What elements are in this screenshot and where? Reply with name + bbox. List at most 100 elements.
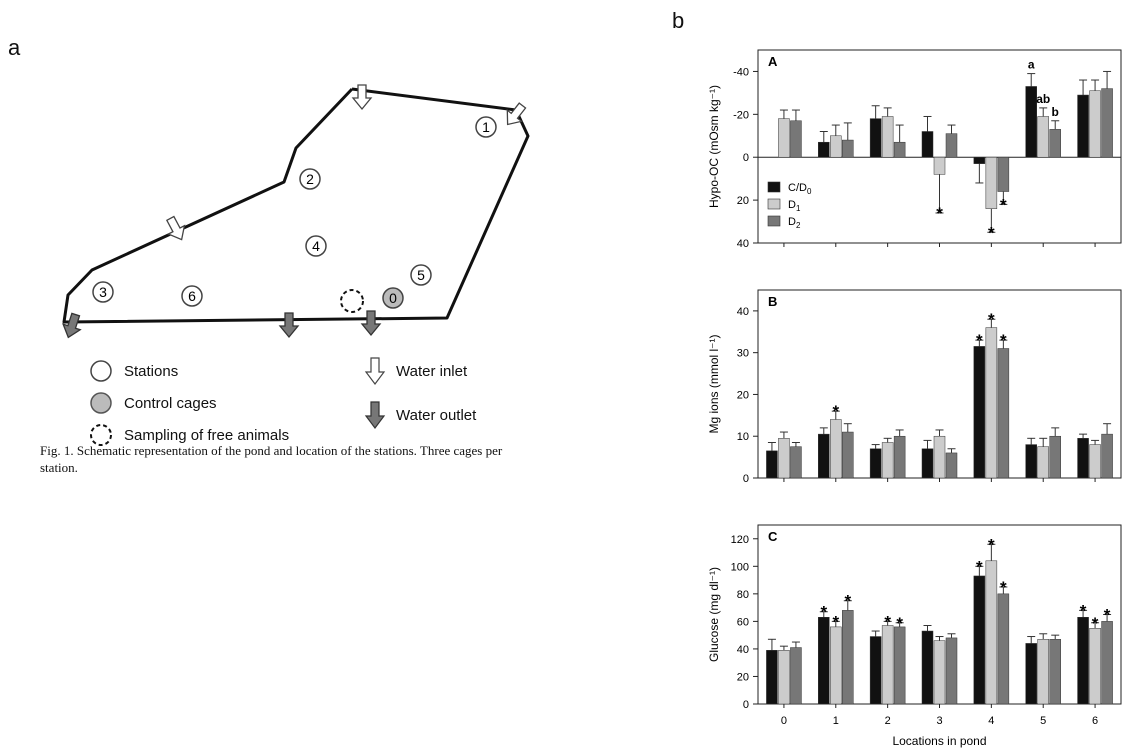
significance-label: * [936, 204, 943, 223]
bar [1077, 94, 1089, 158]
station-0: 0 [382, 287, 404, 309]
y-tick-label: 10 [737, 431, 749, 443]
bar [997, 156, 1010, 192]
significance-label: * [820, 603, 827, 622]
significance-label: * [844, 592, 851, 611]
x-tick-label: 6 [1092, 715, 1098, 727]
x-axis-label: Locations in pond [892, 734, 986, 748]
bar [1037, 116, 1049, 158]
y-tick-label: 20 [737, 671, 749, 683]
dashed-circle-icon [90, 424, 112, 446]
significance-label: * [1000, 578, 1007, 597]
significance-label: * [1080, 601, 1087, 620]
outlet-arrow-icon [364, 401, 386, 429]
bar [869, 636, 882, 705]
subplot-B: B 0 10 20 30 40 Mg ions (mmol l⁻¹) * * * * [707, 289, 1122, 485]
bar [869, 118, 882, 158]
significance-label: * [1104, 606, 1111, 625]
legend-outlet: Water outlet [364, 400, 476, 430]
water-inlet-arrow-icon [165, 215, 186, 241]
bar [818, 617, 830, 705]
bar [766, 650, 778, 705]
figure-caption: Fig. 1. Schematic representation of the … [40, 443, 503, 475]
pond-outline [62, 87, 530, 324]
y-tick-label: -20 [733, 109, 749, 121]
legend-stations-label: Stations [124, 362, 179, 380]
pond-schematic: 1 2 3 4 5 6 0 [62, 84, 530, 339]
station-6: 6 [181, 285, 203, 307]
bar [973, 346, 986, 479]
bar [921, 131, 934, 158]
station-1: 1 [475, 116, 497, 138]
bar [869, 448, 882, 479]
water-inlet-arrow-icon [351, 84, 373, 111]
bar [818, 141, 830, 158]
bar [881, 625, 894, 705]
water-outlet-arrow-icon [62, 312, 82, 339]
station-label: 3 [99, 284, 107, 300]
chart-legend: C/D0 D1 D2 [767, 181, 812, 230]
significance-label: * [1000, 195, 1007, 214]
bar [1101, 621, 1113, 705]
bar [1077, 438, 1089, 479]
significance-label: * [832, 402, 839, 421]
bar [881, 442, 894, 479]
bar [933, 435, 946, 479]
y-axis-label: Hypo-OC (mOsm kg⁻¹) [707, 85, 721, 208]
station-label: 1 [482, 119, 490, 135]
plot-frame [757, 49, 1122, 244]
bar [790, 647, 802, 705]
legend-swatch [767, 198, 781, 210]
y-axis-label: Mg ions (mmol l⁻¹) [707, 334, 721, 433]
bar [997, 593, 1010, 705]
panel-letter-b: b [672, 8, 685, 33]
station-circle-icon [90, 360, 112, 382]
bar [1049, 129, 1061, 158]
bar [1037, 446, 1049, 479]
significance-label: b [1052, 105, 1059, 119]
legend-control: Control cages [88, 390, 217, 416]
bar [893, 626, 906, 705]
significance-label: * [988, 223, 995, 242]
bar [1025, 444, 1037, 479]
x-tick-label: 1 [833, 715, 839, 727]
y-axis-label: Glucose (mg dl⁻¹) [707, 567, 721, 662]
bar [893, 435, 906, 479]
station-label: 4 [312, 238, 320, 254]
bar [933, 640, 946, 705]
subplot-letter: B [768, 294, 777, 309]
station-4: 4 [305, 235, 327, 257]
bar [1101, 88, 1113, 158]
water-inlet-arrow-icon [506, 102, 527, 126]
bar [830, 135, 842, 158]
legend-outlet-label: Water outlet [396, 406, 477, 424]
bar [985, 156, 998, 209]
significance-label: * [988, 535, 995, 554]
legend-label: C/D0 [788, 182, 812, 196]
y-tick-label: 0 [743, 473, 749, 485]
y-tick-label: 40 [737, 644, 749, 656]
y-tick-label: 100 [731, 561, 749, 573]
bar [1089, 444, 1101, 479]
significance-label: * [976, 331, 983, 350]
station-label: 2 [306, 171, 314, 187]
legend-free-label: Sampling of free animals [124, 426, 290, 444]
x-tick-label: 5 [1040, 715, 1046, 727]
bar [945, 637, 958, 705]
y-tick-label: 20 [737, 195, 749, 207]
bar [973, 575, 986, 705]
subplot-A: A -40 -20 0 20 40 Hypo-OC (mOsm kg⁻¹) * * * a abb C/… [707, 49, 1122, 250]
y-tick-label: 80 [737, 589, 749, 601]
y-tick-label: -40 [733, 66, 749, 78]
legend-inlet-label: Water inlet [396, 362, 468, 380]
y-tick-label: 60 [737, 616, 749, 628]
bar [1089, 628, 1101, 705]
bar [1025, 643, 1037, 705]
plot-frame [757, 289, 1122, 479]
legend-swatch [767, 181, 781, 193]
bar [1049, 435, 1061, 479]
inlet-arrow-icon [364, 357, 386, 385]
legend-label: D1 [788, 199, 801, 213]
x-tick-label: 4 [988, 715, 994, 727]
significance-label: * [896, 614, 903, 633]
